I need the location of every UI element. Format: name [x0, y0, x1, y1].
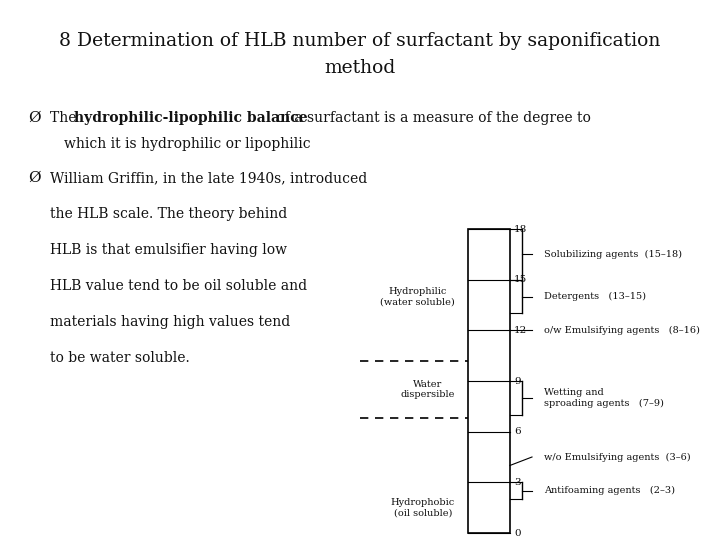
Text: 12: 12: [514, 326, 527, 335]
Text: Ø: Ø: [28, 171, 40, 185]
Text: Water
dispersible: Water dispersible: [400, 380, 455, 399]
Text: Antifoaming agents   (2–3): Antifoaming agents (2–3): [544, 486, 675, 495]
Text: 15: 15: [514, 275, 527, 284]
Text: The: The: [50, 111, 81, 125]
Text: HLB value tend to be oil soluble and: HLB value tend to be oil soluble and: [50, 279, 307, 293]
Text: o/w Emulsifying agents   (8–16): o/w Emulsifying agents (8–16): [544, 326, 700, 335]
Text: 8 Determination of HLB number of surfactant by saponification: 8 Determination of HLB number of surfact…: [59, 32, 661, 50]
Text: Ø: Ø: [28, 111, 40, 125]
Text: of a surfactant is a measure of the degree to: of a surfactant is a measure of the degr…: [272, 111, 591, 125]
Text: 9: 9: [514, 376, 521, 386]
Text: 0: 0: [514, 529, 521, 537]
Text: Wetting and
sproading agents   (7–9): Wetting and sproading agents (7–9): [544, 388, 664, 408]
Bar: [468, 229, 510, 533]
Text: HLB is that emulsifier having low: HLB is that emulsifier having low: [50, 243, 287, 257]
Text: Hydrophilic
(water soluble): Hydrophilic (water soluble): [380, 287, 455, 306]
Text: William Griffin, in the late 1940s, introduced: William Griffin, in the late 1940s, intr…: [50, 171, 367, 185]
Text: Detergents   (13–15): Detergents (13–15): [544, 292, 646, 301]
Text: 6: 6: [514, 427, 521, 436]
Text: w/o Emulsifying agents  (3–6): w/o Emulsifying agents (3–6): [544, 453, 690, 462]
Text: method: method: [325, 59, 395, 77]
Text: materials having high values tend: materials having high values tend: [50, 315, 290, 329]
Text: 18: 18: [514, 225, 527, 233]
Text: to be water soluble.: to be water soluble.: [50, 351, 190, 365]
Text: hydrophilic-lipophilic balance: hydrophilic-lipophilic balance: [74, 111, 307, 125]
Text: Solubilizing agents  (15–18): Solubilizing agents (15–18): [544, 250, 682, 259]
Text: the HLB scale. The theory behind: the HLB scale. The theory behind: [50, 207, 287, 221]
Text: 3: 3: [514, 478, 521, 487]
Text: which it is hydrophilic or lipophilic: which it is hydrophilic or lipophilic: [64, 137, 310, 151]
Text: Hydrophobic
(oil soluble): Hydrophobic (oil soluble): [391, 498, 455, 517]
